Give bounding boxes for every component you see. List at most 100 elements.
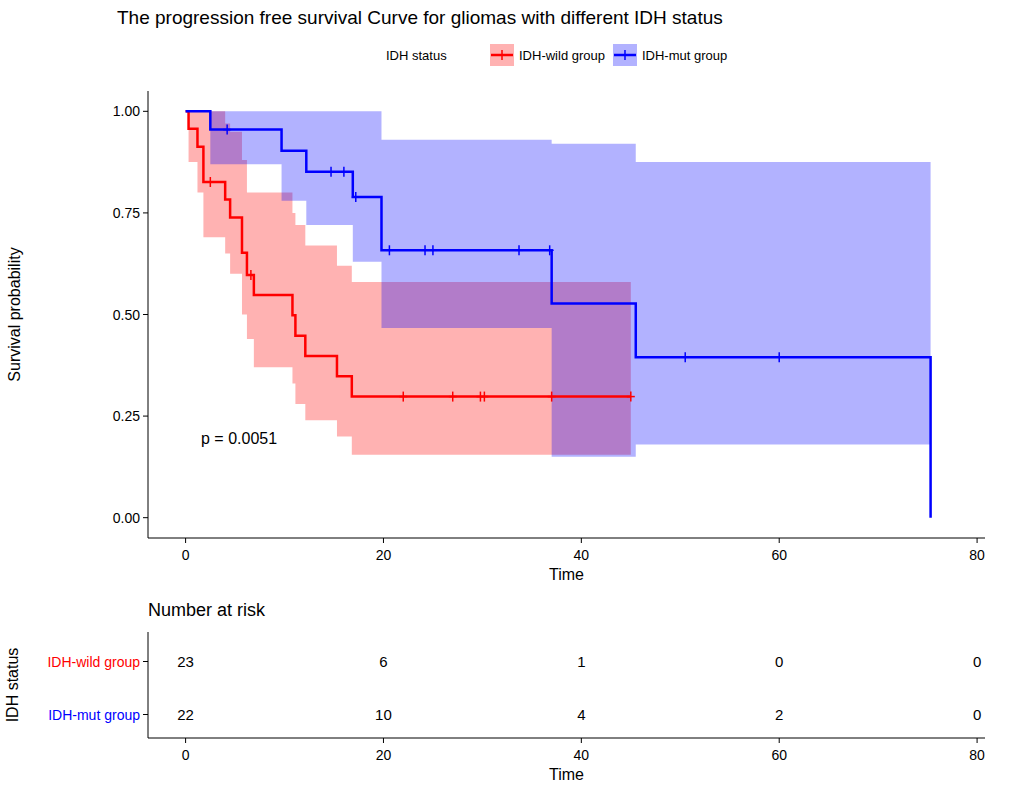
y-tick-label: 0.75 [113, 205, 140, 221]
risk-row-tick [143, 714, 148, 715]
censor-tick [327, 171, 335, 173]
censor-tick [449, 396, 457, 398]
risk-x-tick-label: 0 [182, 747, 190, 763]
confidence-band [186, 111, 931, 456]
x-tick-label: 40 [574, 547, 590, 563]
x-tick [977, 538, 978, 543]
risk-x-tick [581, 738, 582, 743]
censor-tick [775, 356, 783, 358]
risk-table-title: Number at risk [148, 600, 266, 620]
x-tick-label: 20 [376, 547, 392, 563]
censor-tick [223, 129, 231, 131]
legend-label: IDH-wild group [519, 48, 605, 63]
risk-count: 0 [973, 706, 981, 723]
risk-x-tick [185, 738, 186, 743]
legend-item: IDH-wild group [490, 44, 605, 66]
risk-x-tick-label: 40 [574, 747, 590, 763]
x-axis-line [148, 538, 985, 539]
legend-label: IDH-mut group [642, 48, 727, 63]
p-value: p = 0.0051 [201, 430, 277, 447]
risk-count: 6 [379, 653, 387, 670]
risk-count: 10 [375, 706, 392, 723]
censor-tick [515, 250, 523, 252]
risk-x-tick-label: 20 [376, 747, 392, 763]
x-tick [581, 538, 582, 543]
censor-tick [548, 396, 556, 398]
censor-mark [429, 245, 437, 255]
risk-x-tick [779, 738, 780, 743]
risk-x-tick-label: 60 [771, 747, 787, 763]
x-tick [383, 538, 384, 543]
x-tick-label: 80 [969, 547, 985, 563]
censor-mark [515, 245, 523, 255]
censor-tick [627, 396, 635, 398]
risk-count: 0 [973, 653, 981, 670]
background [0, 0, 1020, 785]
y-tick [143, 111, 148, 112]
censor-mark [385, 245, 393, 255]
risk-y-axis-line [148, 632, 149, 738]
censor-mark [340, 167, 348, 177]
risk-row-tick [143, 661, 148, 662]
y-tick-label: 0.25 [113, 408, 140, 424]
censor-mark [247, 270, 255, 280]
plot-area [186, 111, 931, 517]
x-tick-label: 60 [771, 547, 787, 563]
y-tick-label: 0.00 [113, 510, 140, 526]
censor-mark [449, 392, 457, 402]
legend-key-marker [624, 50, 626, 60]
legend: IDH status IDH-wild group IDH-mut group [386, 44, 727, 66]
censor-tick [340, 171, 348, 173]
survival-line [186, 111, 931, 517]
chart: The progression free survival Curve for … [0, 0, 1020, 785]
risk-row-label: IDH-wild group [47, 654, 140, 670]
censor-tick [429, 250, 437, 252]
risk-count: 4 [577, 706, 585, 723]
censor-mark [681, 352, 689, 362]
legend-key-band [490, 44, 514, 66]
risk-y-axis-title: IDH status [4, 648, 21, 723]
legend-title: IDH status [386, 48, 447, 63]
risk-count: 0 [775, 653, 783, 670]
censor-tick [546, 250, 554, 252]
y-tick [143, 416, 148, 417]
legend-key-marker [501, 50, 503, 60]
risk-x-tick [383, 738, 384, 743]
risk-x-tick [977, 738, 978, 743]
censor-mark [223, 125, 231, 135]
risk-x-tick-label: 80 [969, 747, 985, 763]
censor-mark [627, 392, 635, 402]
y-tick-label: 1.00 [113, 103, 140, 119]
x-axis-title: Time [549, 566, 584, 583]
censor-mark [480, 392, 488, 402]
censor-mark [775, 352, 783, 362]
censor-mark [399, 392, 407, 402]
y-tick [143, 314, 148, 315]
legend-item: IDH-mut group [613, 44, 727, 66]
censor-tick [206, 181, 214, 183]
y-tick [143, 517, 148, 518]
y-axis-title: Survival probability [6, 247, 23, 381]
censor-tick [352, 196, 360, 198]
censor-mark [206, 177, 214, 187]
risk-count: 2 [775, 706, 783, 723]
x-tick [185, 538, 186, 543]
risk-x-axis-line [148, 738, 985, 739]
y-tick-label: 0.50 [113, 307, 140, 323]
censor-tick [385, 250, 393, 252]
title: The progression free survival Curve for … [117, 7, 723, 28]
risk-count: 1 [577, 653, 585, 670]
censor-tick [399, 396, 407, 398]
survival-line [186, 111, 631, 396]
censor-tick [480, 396, 488, 398]
y-tick [143, 212, 148, 213]
risk-x-axis-title: Time [549, 766, 584, 783]
x-tick-label: 0 [182, 547, 190, 563]
censor-mark [352, 192, 360, 202]
censor-tick [681, 356, 689, 358]
censor-mark [421, 245, 429, 255]
censor-mark [546, 245, 554, 255]
censor-tick [421, 250, 429, 252]
censor-mark [327, 167, 335, 177]
risk-count: 23 [177, 653, 194, 670]
